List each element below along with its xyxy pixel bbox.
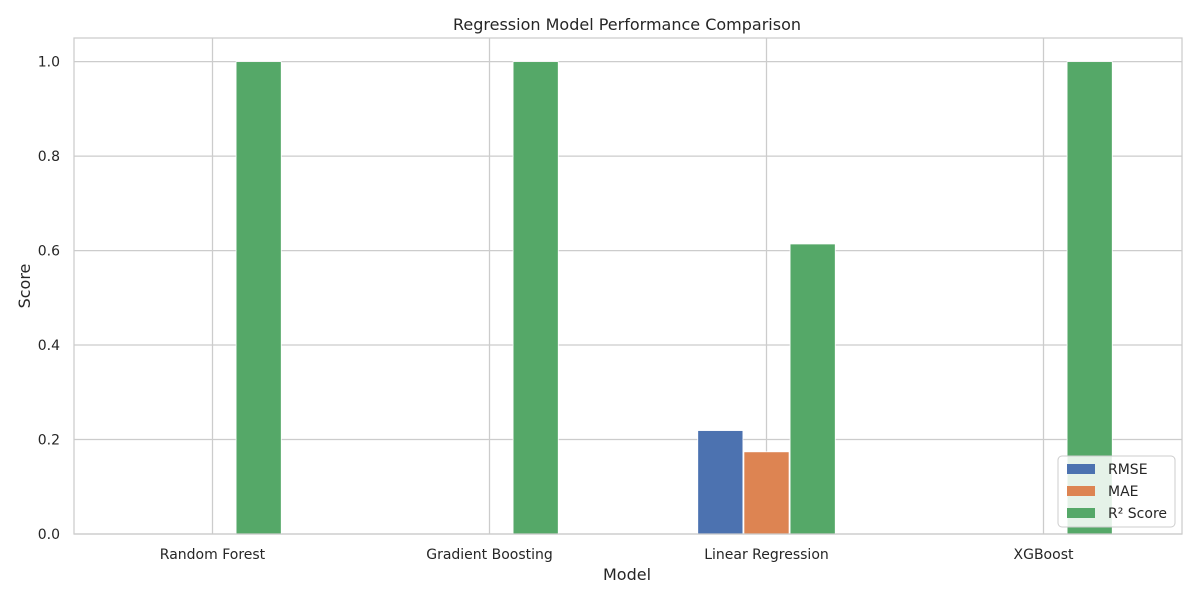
y-tick-label-1: 0.2 [38, 433, 60, 449]
legend-label-r-score: R² Score [1108, 506, 1167, 522]
legend-swatch-rmse [1067, 464, 1095, 474]
y-tick-label-3: 0.6 [38, 244, 60, 260]
legend-label-rmse: RMSE [1108, 462, 1148, 478]
bar-r-score-1 [512, 61, 559, 535]
legend: RMSE MAE R² Score [1057, 455, 1176, 528]
legend-swatch-r-score [1067, 508, 1095, 518]
y-tick-label-4: 0.8 [38, 149, 60, 165]
y-axis-label: Score [15, 264, 34, 309]
y-tick-label-0: 0.0 [38, 527, 60, 543]
plot-area-frame [73, 37, 1183, 535]
bar-r-score-3 [1066, 61, 1113, 535]
chart-title: Regression Model Performance Comparison [453, 15, 801, 34]
y-tick-labels: 0.0 0.2 0.4 0.6 0.8 1.0 [38, 55, 60, 543]
x-axis-label: Model [603, 565, 651, 584]
bar-rmse-2 [697, 430, 744, 535]
x-tick-label-2: Linear Regression [704, 547, 829, 563]
y-tick-label-5: 1.0 [38, 55, 60, 71]
bar-r-score-0 [235, 61, 282, 535]
legend-label-mae: MAE [1108, 484, 1139, 500]
x-tick-label-1: Gradient Boosting [426, 547, 553, 563]
bar-mae-2 [743, 451, 790, 535]
y-tick-label-2: 0.4 [38, 338, 60, 354]
bar-r-score-2 [789, 243, 836, 535]
legend-swatch-mae [1067, 486, 1095, 496]
x-tick-label-3: XGBoost [1014, 547, 1074, 563]
x-tick-labels: Random Forest Gradient Boosting Linear Reg… [160, 547, 1074, 563]
x-tick-label-0: Random Forest [160, 547, 266, 563]
